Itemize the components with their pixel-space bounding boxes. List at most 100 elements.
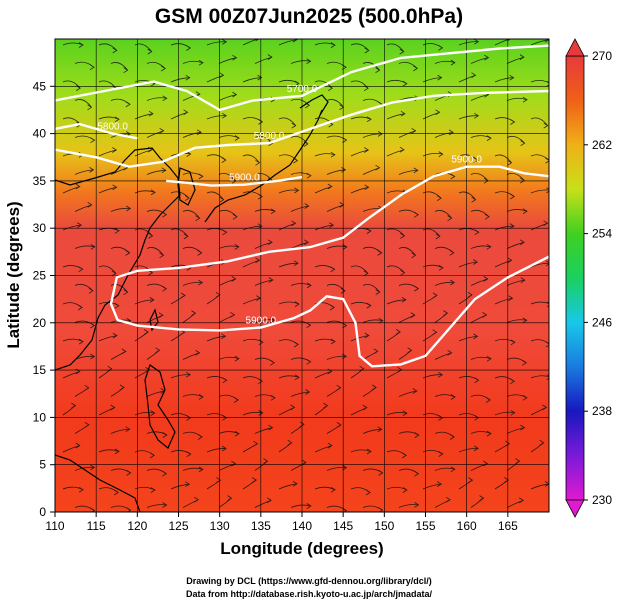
streamline-arrow [198,279,204,286]
streamline-arrow [438,45,444,51]
streamline [350,335,369,342]
streamline-arrow [287,439,293,446]
streamline-arrow [77,304,83,311]
streamline-arrow [90,243,96,250]
streamline-arrow [545,260,549,267]
streamline-arrow [522,317,528,324]
streamline-arrow [125,250,131,256]
streamline-arrow [222,377,228,384]
streamline-arrow [186,451,192,457]
streamline-arrow [483,276,489,282]
streamline [398,504,419,508]
streamline-arrow [89,167,95,173]
streamline-arrow [301,459,307,466]
streamline [386,149,405,157]
streamline-arrow [521,359,527,366]
streamline-arrow [330,42,336,48]
streamline-arrow [183,109,189,116]
streamline-arrow [191,310,197,316]
streamline-arrow [364,184,370,191]
streamline-arrow [90,464,96,471]
streamline [350,265,369,274]
streamline-arrow [263,458,269,464]
streamline [254,241,273,249]
streamline [290,504,311,508]
streamline-arrow [486,135,492,141]
streamline-arrow [258,119,264,125]
streamline-arrow [148,110,154,117]
streamline [326,355,347,360]
height-contour [109,217,549,368]
plot-area: 5700.0 5800.0 5800.0 5900.0 5900.0 5900.0 [54,38,550,513]
streamline-arrow [114,116,120,123]
streamline-arrow [402,80,408,87]
streamline-arrow [364,332,370,339]
streamline-arrow [268,424,274,431]
streamline [458,191,476,200]
streamline [242,225,262,231]
streamline-arrow [473,333,479,340]
streamline-arrow [450,173,456,180]
height-contour [55,89,549,168]
streamline-arrow [395,329,401,335]
streamline-arrow [432,292,438,299]
colorbar-gradient [565,55,585,501]
x-tick-label: 135 [251,519,271,533]
streamline [146,97,167,101]
streamline [458,336,478,342]
streamline [530,301,549,305]
streamline-arrow [231,276,237,282]
streamline [422,152,443,157]
streamline-arrow [473,157,479,164]
streamline-arrow [520,177,526,184]
streamline-arrow [471,196,477,203]
streamline-arrow [482,312,488,318]
streamline [326,169,346,175]
streamline-arrow [257,223,263,230]
streamline-arrow [222,229,228,236]
y-tick-label: 35 [33,174,47,188]
streamline-arrow [257,378,263,385]
streamline [458,261,478,268]
streamline-arrow [486,243,492,250]
streamline-arrow [450,394,456,400]
streamline-arrow [474,414,480,421]
streamline [74,466,95,471]
streamline [314,80,333,89]
x-tick-label: 150 [374,519,394,533]
streamline [422,77,442,83]
streamline [134,228,153,237]
streamline [218,57,237,64]
streamline-arrow [520,277,526,283]
streamline-arrow [339,202,345,208]
streamline-arrow [303,141,309,147]
streamline [386,299,406,305]
streamline-arrow [407,347,413,354]
streamline-arrow [411,127,417,134]
streamline [398,247,416,256]
streamline [290,241,309,249]
streamline [494,77,514,83]
streamline [386,113,405,120]
streamline-arrow [88,287,94,294]
streamline-arrow [78,486,84,493]
colorbar-top-arrow [565,38,585,57]
streamline-arrow [126,205,132,212]
colorbar-tick-label: 238 [592,404,612,418]
streamline-arrow [185,371,191,378]
streamline [470,209,490,218]
wind-streamlines [62,39,549,512]
streamline-arrow [484,54,490,61]
y-tick-label: 30 [33,221,47,235]
streamline-arrow [197,434,203,440]
streamline-arrow [378,470,384,476]
credit-drawing: Drawing by DCL (https://www.gfd-dennou.o… [186,576,432,586]
streamline-arrow [399,146,405,153]
streamline [350,186,369,194]
coastline-land [55,94,329,512]
streamline-arrow [90,353,96,360]
streamline-arrow [474,39,480,45]
colorbar-tick-label: 230 [592,493,612,507]
streamline [218,172,237,182]
streamline-arrow [445,496,451,503]
